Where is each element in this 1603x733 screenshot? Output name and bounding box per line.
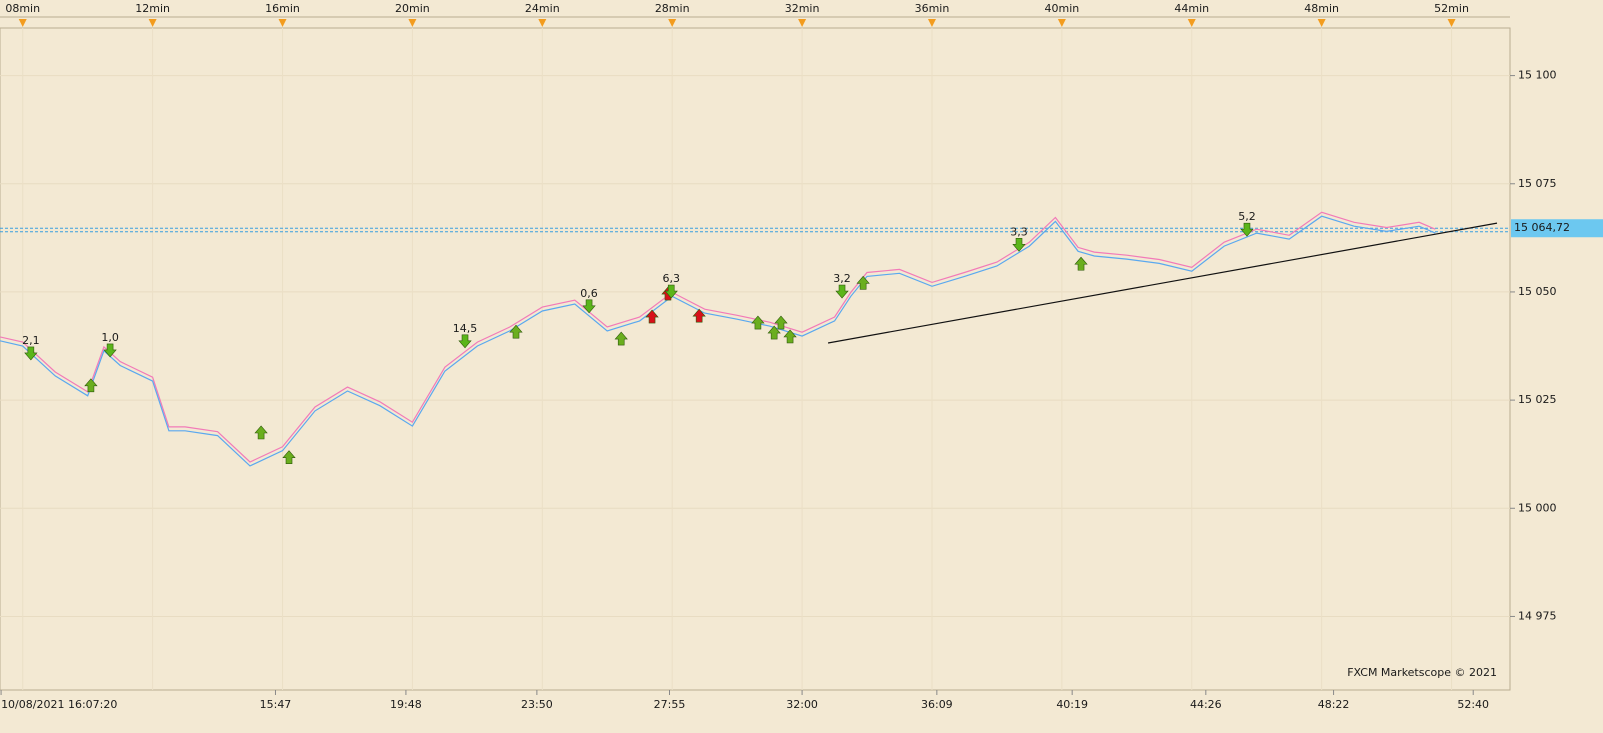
trend-line (827, 222, 1498, 344)
y-tick-label: 15 100 (1518, 69, 1557, 82)
price-tag (1511, 219, 1603, 238)
x-tick-label: 15:47 (260, 698, 292, 711)
marker-label: 14,5 (453, 322, 478, 335)
marker-label: 3,3 (1010, 225, 1028, 238)
marker-label: 1,0 (101, 331, 119, 344)
down-arrow (458, 334, 472, 349)
top-tick-marker (278, 19, 287, 27)
x-tick-label: 36:09 (921, 698, 953, 711)
top-tick-marker (148, 19, 157, 27)
up-arrow (84, 378, 98, 393)
top-tick-label: 48min (1304, 2, 1339, 15)
marker-label: 2,1 (22, 334, 40, 347)
x-tick-label: 27:55 (654, 698, 686, 711)
down-arrow (582, 299, 596, 314)
up-arrow (856, 275, 870, 290)
x-tick-label: 23:50 (521, 698, 553, 711)
top-tick-label: 40min (1044, 2, 1079, 15)
x-tick-label: 48:22 (1318, 698, 1350, 711)
top-tick-marker (1187, 19, 1196, 27)
marker-label: 6,3 (662, 272, 680, 285)
up-arrow (282, 450, 296, 464)
down-arrow (1240, 222, 1254, 237)
y-tick-label: 14 975 (1518, 609, 1557, 622)
top-tick-label: 20min (395, 2, 430, 15)
down-arrow (103, 343, 117, 358)
x-tick-label: 52:40 (1457, 698, 1489, 711)
top-tick-label: 12min (135, 2, 170, 15)
up-arrow (692, 308, 706, 323)
top-tick-marker (1057, 19, 1066, 27)
x-tick-label: 40:19 (1056, 698, 1088, 711)
top-tick-marker (927, 19, 936, 27)
up-arrow (767, 325, 781, 340)
top-tick-marker (668, 19, 677, 27)
up-arrow (1074, 256, 1088, 271)
top-tick-label: 08min (5, 2, 40, 15)
up-arrow (774, 315, 788, 330)
price-series (0, 215, 1436, 467)
x-tick-label: 19:48 (390, 698, 422, 711)
down-arrow (1012, 238, 1026, 252)
up-arrow (254, 425, 268, 440)
down-arrow (24, 346, 38, 361)
top-tick-label: 52min (1434, 2, 1469, 15)
up-arrow (509, 324, 523, 339)
x-tick-label: 44:26 (1190, 698, 1222, 711)
down-arrow (835, 284, 849, 299)
x-tick-label: 10/08/2021 16:07:20 (1, 698, 117, 711)
up-arrow (614, 331, 628, 346)
up-arrow (645, 309, 659, 324)
up-arrow (751, 315, 765, 330)
y-tick-label: 15 075 (1518, 177, 1557, 190)
marker-label: 0,6 (580, 287, 598, 300)
y-tick-label: 15 000 (1518, 501, 1557, 514)
up-arrow (783, 329, 797, 344)
marker-label: 5,2 (1238, 210, 1256, 223)
top-tick-label: 32min (785, 2, 820, 15)
top-tick-marker (1317, 19, 1326, 27)
top-tick-marker (798, 19, 807, 27)
watermark: FXCM Marketscope © 2021 (1347, 666, 1497, 679)
top-tick-label: 36min (915, 2, 950, 15)
top-tick-label: 24min (525, 2, 560, 15)
y-tick-label: 15 050 (1518, 285, 1557, 298)
price-tag-label: 15 064,72 (1514, 221, 1570, 234)
top-tick-marker (1447, 19, 1456, 27)
top-tick-label: 44min (1174, 2, 1209, 15)
top-tick-marker (538, 19, 547, 27)
down-arrow (664, 284, 678, 299)
price-series (0, 211, 1436, 463)
y-tick-label: 15 025 (1518, 393, 1557, 406)
x-tick-label: 32:00 (786, 698, 818, 711)
marker-label: 3,2 (833, 272, 851, 285)
plot-area (0, 27, 1511, 691)
top-tick-marker (18, 19, 27, 27)
top-tick-label: 28min (655, 2, 690, 15)
top-tick-label: 16min (265, 2, 300, 15)
top-tick-marker (408, 19, 417, 27)
